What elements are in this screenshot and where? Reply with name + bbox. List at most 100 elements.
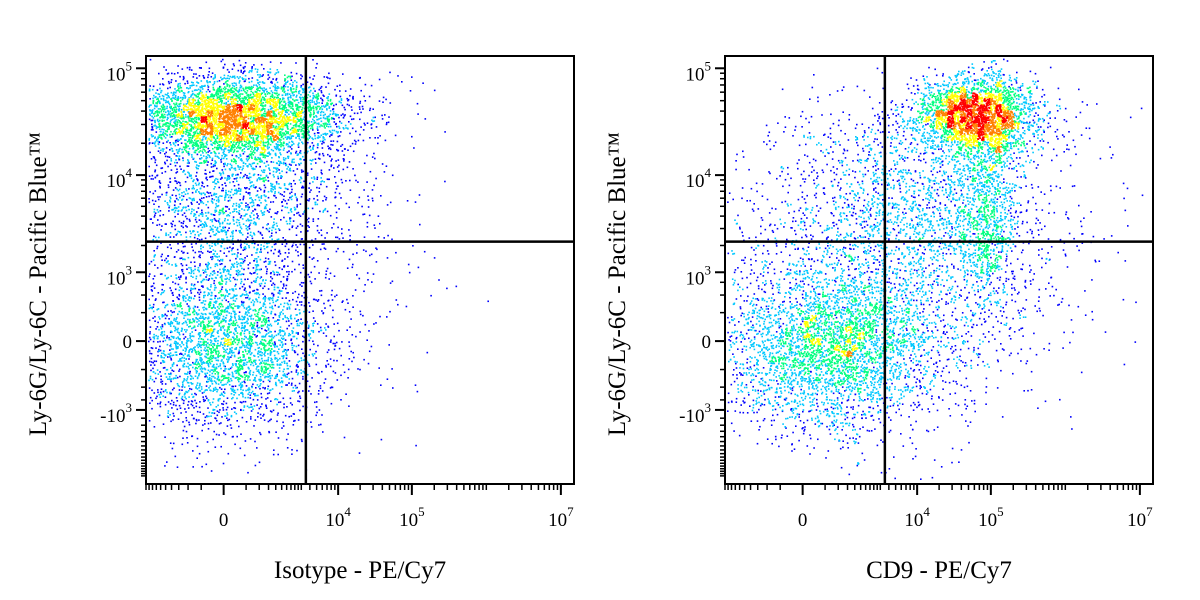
data-point xyxy=(260,282,263,285)
data-point xyxy=(352,306,354,308)
data-point xyxy=(174,340,176,343)
data-point xyxy=(269,370,271,372)
data-point xyxy=(190,378,192,380)
data-point xyxy=(167,234,170,236)
data-point xyxy=(198,288,200,291)
data-point xyxy=(287,349,289,351)
data-point xyxy=(273,449,275,451)
data-point xyxy=(151,306,153,309)
data-point xyxy=(226,414,229,416)
data-point xyxy=(157,308,160,310)
data-point xyxy=(368,350,371,353)
data-point xyxy=(291,160,293,163)
data-point xyxy=(280,290,283,292)
data-point xyxy=(252,374,254,376)
data-point xyxy=(391,174,394,177)
data-point xyxy=(194,346,196,348)
data-point xyxy=(227,175,229,177)
data-point xyxy=(329,358,332,360)
data-point xyxy=(295,332,298,334)
data-point xyxy=(205,136,207,139)
data-point xyxy=(167,412,169,414)
data-point xyxy=(247,208,250,210)
data-point xyxy=(308,86,311,88)
data-point xyxy=(324,378,327,380)
data-point xyxy=(178,139,181,141)
data-point xyxy=(290,136,293,138)
data-point xyxy=(160,229,162,231)
data-point xyxy=(278,149,280,152)
data-point xyxy=(299,181,302,184)
data-point xyxy=(318,153,321,155)
data-point xyxy=(163,361,166,363)
data-point xyxy=(168,323,170,325)
data-point xyxy=(190,341,192,343)
data-point xyxy=(160,362,162,364)
data-point xyxy=(186,355,189,357)
data-point xyxy=(236,218,238,221)
data-point xyxy=(273,286,276,288)
data-point xyxy=(330,143,332,146)
data-point xyxy=(254,270,257,272)
data-point xyxy=(195,312,198,315)
data-point xyxy=(290,317,292,320)
data-point xyxy=(249,197,251,200)
data-point xyxy=(151,126,154,129)
data-point xyxy=(231,349,233,352)
data-point xyxy=(167,117,169,120)
data-point xyxy=(162,142,165,144)
data-point xyxy=(154,372,157,375)
data-point xyxy=(237,165,239,167)
data-point xyxy=(291,332,294,334)
data-point xyxy=(193,283,196,286)
data-point xyxy=(334,342,336,345)
data-point xyxy=(242,400,245,403)
data-point xyxy=(280,153,282,156)
data-point xyxy=(243,78,245,80)
data-point xyxy=(319,326,322,329)
data-point xyxy=(171,118,174,121)
data-point xyxy=(193,93,196,96)
data-point xyxy=(271,183,274,186)
data-point xyxy=(200,154,202,156)
data-point xyxy=(228,214,231,217)
data-point xyxy=(183,337,185,340)
data-point xyxy=(202,152,204,154)
data-point xyxy=(182,383,184,385)
data-point xyxy=(323,302,325,305)
data-point xyxy=(220,338,223,340)
data-point xyxy=(349,239,351,241)
data-point xyxy=(284,111,287,114)
data-point xyxy=(293,350,296,352)
data-point xyxy=(335,181,337,184)
data-point xyxy=(187,159,189,161)
data-point xyxy=(185,419,188,422)
data-point xyxy=(199,368,202,370)
data-point xyxy=(250,406,252,408)
data-point xyxy=(225,189,227,192)
data-point xyxy=(199,315,202,317)
data-point xyxy=(231,82,234,85)
data-point xyxy=(301,75,303,78)
data-point xyxy=(334,372,337,374)
data-point xyxy=(183,295,186,298)
data-point xyxy=(249,297,251,300)
data-point xyxy=(185,322,188,324)
data-point xyxy=(256,260,258,262)
data-point xyxy=(209,313,212,315)
data-point xyxy=(281,346,283,348)
data-point xyxy=(232,296,235,298)
data-point xyxy=(308,147,311,149)
data-point xyxy=(446,287,448,290)
data-point xyxy=(257,347,260,349)
data-point xyxy=(203,294,205,297)
data-point xyxy=(347,377,349,379)
data-point xyxy=(178,155,181,157)
data-point xyxy=(290,183,292,185)
data-point xyxy=(247,322,249,325)
data-point xyxy=(207,399,210,402)
data-point xyxy=(173,143,175,145)
data-point xyxy=(168,206,170,209)
data-point xyxy=(321,414,323,416)
data-point xyxy=(225,233,227,236)
